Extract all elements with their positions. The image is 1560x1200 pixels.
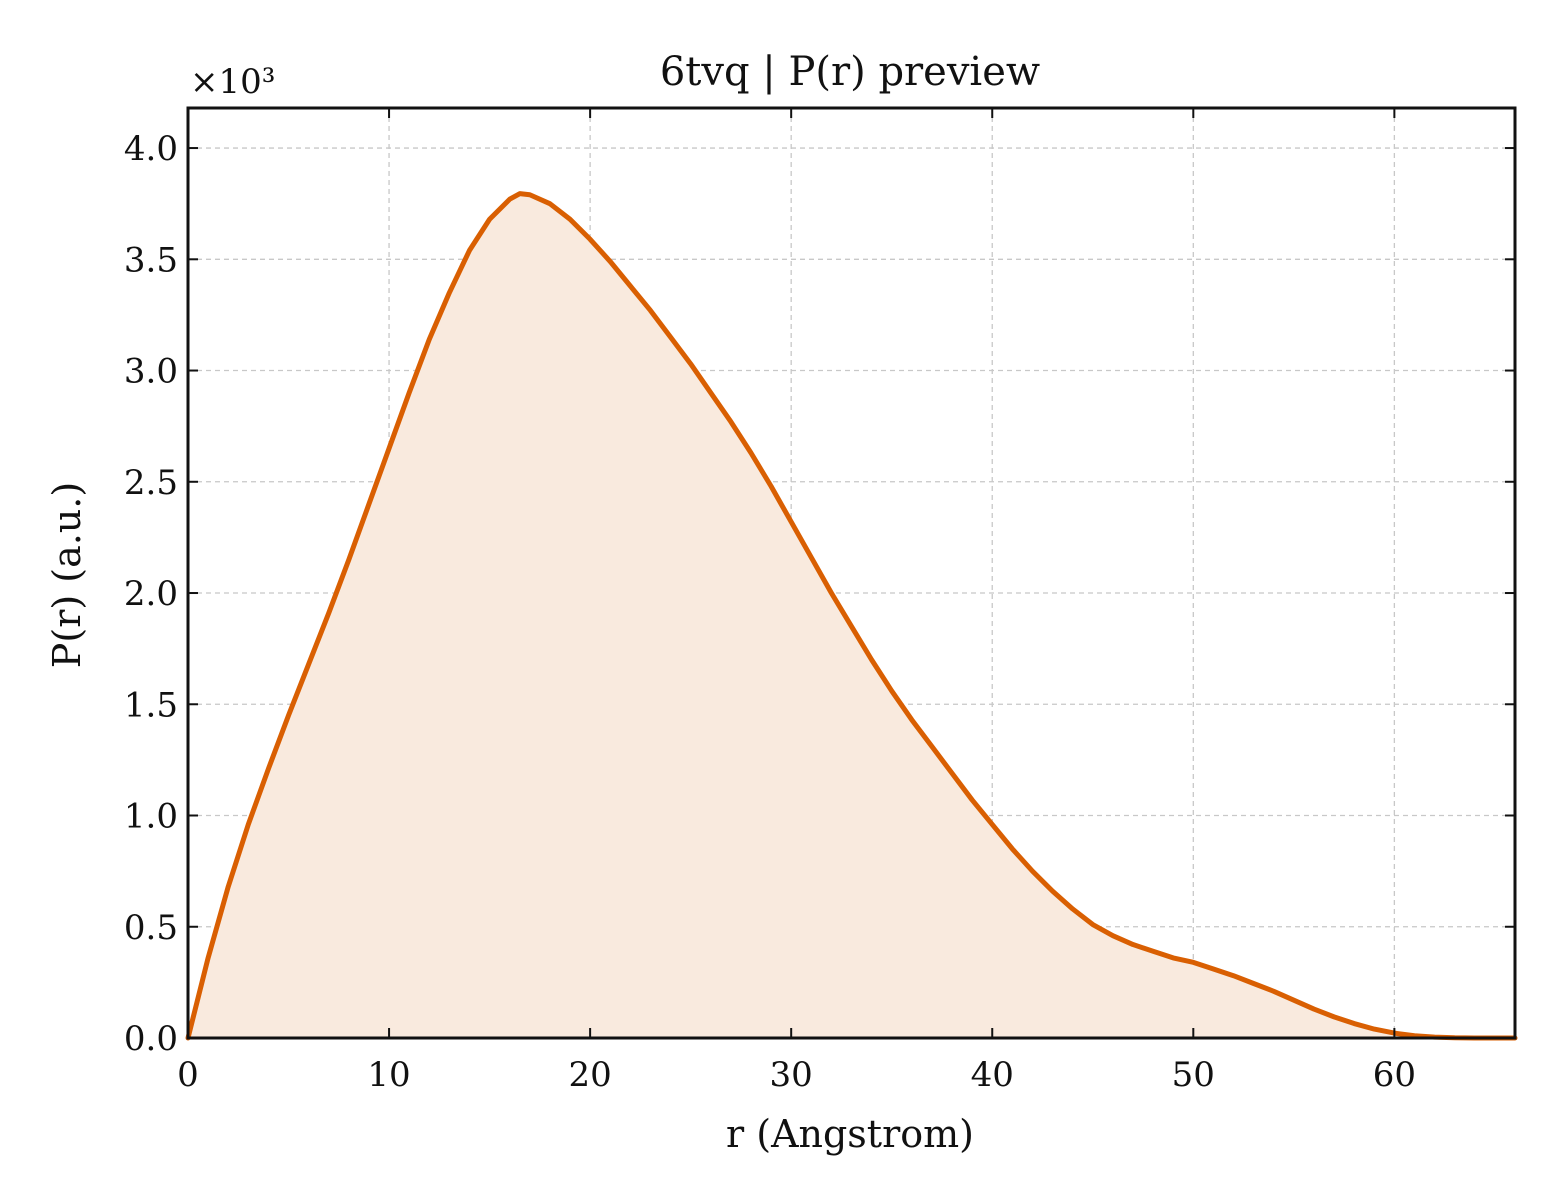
- y-tick-label: 3.5: [124, 240, 178, 280]
- x-tick-label: 30: [770, 1055, 813, 1095]
- x-axis-label: r (Angstrom): [726, 1112, 974, 1156]
- y-tick-labels: 0.0 0.5 1.0 1.5 2.0 2.5 3.0 3.5 4.0: [124, 129, 178, 1059]
- y-tick-label: 0.0: [124, 1019, 178, 1059]
- x-tick-label: 50: [1172, 1055, 1215, 1095]
- y-tick-label: 2.0: [124, 574, 178, 614]
- y-tick-label: 3.0: [124, 352, 178, 392]
- x-tick-label: 20: [568, 1055, 611, 1095]
- x-tick-label: 60: [1373, 1055, 1416, 1095]
- plot-frame: [186, 106, 1517, 1040]
- x-tick-label: 0: [177, 1055, 199, 1095]
- x-tick-label: 40: [971, 1055, 1014, 1095]
- x-tick-labels: 0 10 20 30 40 50 60: [177, 1055, 1416, 1095]
- series-line: [185, 191, 1518, 1041]
- chart-title: 6tvq | P(r) preview: [660, 49, 1040, 95]
- y-tick-label: 1.0: [124, 797, 178, 837]
- y-tick-label: 0.5: [124, 908, 178, 948]
- y-multiplier-label: ×10³: [190, 62, 275, 102]
- area-fill: [188, 193, 1515, 1038]
- y-axis-label: P(r) (a.u.): [45, 482, 89, 668]
- y-tick-label: 4.0: [124, 129, 178, 169]
- y-tick-label: 1.5: [124, 685, 178, 725]
- y-tick-label: 2.5: [124, 463, 178, 503]
- x-tick-label: 10: [367, 1055, 410, 1095]
